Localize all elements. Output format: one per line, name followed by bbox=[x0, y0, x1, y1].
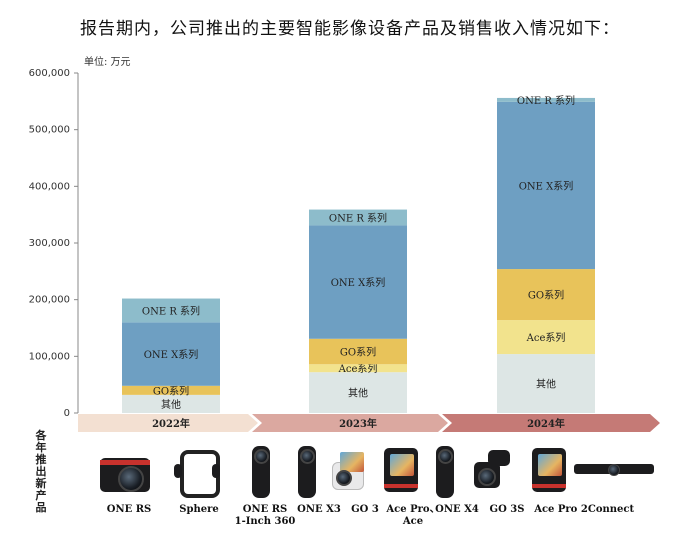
bar-segment bbox=[122, 385, 220, 395]
year-label: 2023年 bbox=[339, 417, 377, 430]
segment-label: ONE X系列 bbox=[331, 276, 386, 289]
y-tick-label: 500,000 bbox=[29, 125, 70, 136]
unit-label: 单位: 万元 bbox=[84, 55, 131, 68]
segment-label: ONE R 系列 bbox=[517, 94, 575, 107]
segment-label: GO系列 bbox=[340, 346, 376, 359]
new-products-side-label: 各年推出新产品 bbox=[35, 429, 47, 514]
segment-label: Ace系列 bbox=[338, 362, 378, 375]
action-cam-icon bbox=[470, 444, 544, 498]
bar-segment bbox=[497, 269, 595, 321]
y-tick-label: 100,000 bbox=[29, 351, 70, 362]
segment-label: GO系列 bbox=[528, 289, 564, 302]
webcam-bar-icon bbox=[574, 444, 654, 498]
product-item: Ace Pro、 Ace bbox=[376, 444, 450, 528]
product-item: ONE RS 1-Inch 360 bbox=[228, 444, 302, 528]
action-cam-screen-icon bbox=[376, 444, 450, 498]
stick-camera-icon bbox=[228, 444, 302, 498]
product-name: Ace Pro、 Ace bbox=[386, 504, 440, 527]
product-item: ONE X4 bbox=[420, 444, 494, 516]
segment-label: ONE X系列 bbox=[519, 179, 574, 192]
bar-segment bbox=[122, 298, 220, 323]
product-item: GO 3S bbox=[470, 444, 544, 516]
y-tick-label: 600,000 bbox=[29, 68, 70, 79]
timeline-arrow bbox=[252, 414, 448, 432]
bar-segment bbox=[309, 338, 407, 365]
year-label: 2022年 bbox=[152, 417, 190, 430]
segment-label: 其他 bbox=[348, 387, 368, 400]
product-name: ONE X3 bbox=[297, 504, 341, 515]
page-title: 报告期内，公司推出的主要智能影像设备产品及销售收入情况如下： bbox=[80, 19, 620, 39]
segment-label: ONE R 系列 bbox=[329, 212, 387, 225]
bar-segment bbox=[497, 97, 595, 102]
segment-label: 其他 bbox=[161, 398, 181, 411]
y-tick-label: 200,000 bbox=[29, 295, 70, 306]
segment-label: Ace系列 bbox=[526, 331, 566, 344]
timeline-arrow bbox=[442, 414, 660, 432]
product-item: Ace Pro 2 bbox=[524, 444, 598, 516]
product-item: Sphere bbox=[162, 444, 236, 516]
segment-label: ONE X系列 bbox=[144, 348, 199, 361]
stick-camera-icon bbox=[420, 444, 494, 498]
drone-mount-icon bbox=[162, 444, 236, 498]
white-action-cam-icon bbox=[328, 444, 402, 498]
product-item: ONE X3 bbox=[282, 444, 356, 516]
y-tick-label: 400,000 bbox=[29, 181, 70, 192]
product-name: Connect bbox=[587, 504, 635, 515]
segment-label: 其他 bbox=[536, 378, 556, 391]
product-name: Sphere bbox=[179, 504, 219, 515]
bar-segment bbox=[309, 364, 407, 373]
y-tick-label: 0 bbox=[64, 408, 70, 419]
timeline-arrow bbox=[78, 414, 258, 432]
bar-segment bbox=[497, 354, 595, 413]
product-name: GO 3S bbox=[489, 504, 525, 515]
product-item: Connect bbox=[574, 444, 654, 516]
segment-label: ONE R 系列 bbox=[142, 304, 200, 317]
product-name: ONE RS bbox=[106, 504, 152, 515]
camera-red-lens-icon bbox=[92, 444, 166, 498]
bar-segment bbox=[309, 372, 407, 413]
product-name: Ace Pro 2 bbox=[534, 504, 588, 515]
product-name: ONE X4 bbox=[435, 504, 479, 515]
y-tick-label: 300,000 bbox=[29, 238, 70, 249]
year-timeline: 2022年 2023年 2024年 bbox=[78, 414, 660, 432]
bar-segment bbox=[497, 320, 595, 355]
action-cam-screen-icon bbox=[524, 444, 598, 498]
bar-segment bbox=[309, 209, 407, 226]
y-axis: 0 100,000 200,000 300,000 400,000 500,000 600,… bbox=[29, 68, 79, 419]
stacked-bar-chart: 单位: 万元 0 100,000 200,000 300,000 400,000 500,… bbox=[29, 55, 660, 432]
bar-segment bbox=[122, 322, 220, 386]
segment-label: GO系列 bbox=[153, 384, 189, 397]
year-label: 2024年 bbox=[527, 417, 565, 430]
product-name: GO 3 bbox=[351, 504, 379, 515]
product-item: GO 3 bbox=[328, 444, 402, 516]
product-item: ONE RS bbox=[92, 444, 166, 516]
bar-segment bbox=[122, 394, 220, 413]
product-name: ONE RS 1-Inch 360 bbox=[234, 504, 296, 527]
bar-segment bbox=[309, 225, 407, 339]
bar-segment bbox=[497, 101, 595, 270]
stick-camera-icon bbox=[282, 444, 356, 498]
